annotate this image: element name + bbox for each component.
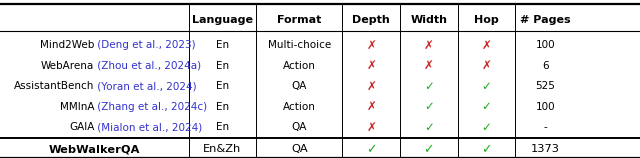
Text: QA: QA [291, 122, 307, 132]
Text: Width: Width [410, 15, 447, 25]
Text: ✓: ✓ [424, 121, 434, 134]
Text: En: En [216, 40, 229, 50]
Text: ✓: ✓ [424, 80, 434, 93]
Text: QA: QA [291, 81, 307, 91]
Text: ✗: ✗ [481, 39, 492, 52]
Text: (Mialon et al., 2024): (Mialon et al., 2024) [95, 122, 203, 132]
Text: ✗: ✗ [366, 59, 376, 72]
Text: (Deng et al., 2023): (Deng et al., 2023) [95, 40, 196, 50]
Text: Action: Action [283, 102, 316, 112]
Text: WebWalkerQA: WebWalkerQA [49, 144, 140, 154]
Text: Hop: Hop [474, 15, 499, 25]
Text: MMInA: MMInA [60, 102, 95, 112]
Text: Language: Language [192, 15, 253, 25]
Text: ✗: ✗ [366, 100, 376, 113]
Text: ✓: ✓ [366, 143, 376, 156]
Text: En: En [216, 122, 229, 132]
Text: Depth: Depth [353, 15, 390, 25]
Text: 100: 100 [536, 102, 556, 112]
Text: En: En [216, 102, 229, 112]
Text: ✗: ✗ [366, 121, 376, 134]
Text: GAIA: GAIA [69, 122, 95, 132]
Text: ✓: ✓ [481, 100, 492, 113]
Text: (Zhou et al., 2024a): (Zhou et al., 2024a) [95, 61, 202, 71]
Text: 100: 100 [536, 40, 556, 50]
Text: ✗: ✗ [366, 80, 376, 93]
Text: Mind2Web: Mind2Web [40, 40, 95, 50]
Text: ✗: ✗ [366, 39, 376, 52]
Text: ✗: ✗ [424, 59, 434, 72]
Text: (Zhang et al., 2024c): (Zhang et al., 2024c) [95, 102, 207, 112]
Text: ✗: ✗ [424, 39, 434, 52]
Text: Format: Format [277, 15, 321, 25]
Text: ✓: ✓ [481, 121, 492, 134]
Text: 6: 6 [542, 61, 549, 71]
Text: ✓: ✓ [424, 100, 434, 113]
Text: # Pages: # Pages [520, 15, 571, 25]
Text: En: En [216, 81, 229, 91]
Text: Action: Action [283, 61, 316, 71]
Text: AssistantBench: AssistantBench [14, 81, 95, 91]
Text: 525: 525 [536, 81, 556, 91]
Text: En: En [216, 61, 229, 71]
Text: Multi-choice: Multi-choice [268, 40, 331, 50]
Text: WebArena: WebArena [41, 61, 95, 71]
Text: ✗: ✗ [481, 59, 492, 72]
Text: QA: QA [291, 144, 307, 154]
Text: ✓: ✓ [424, 143, 434, 156]
Text: 1373: 1373 [531, 144, 560, 154]
Text: -: - [544, 122, 547, 132]
Text: (Yoran et al., 2024): (Yoran et al., 2024) [95, 81, 197, 91]
Text: ✓: ✓ [481, 80, 492, 93]
Text: En&Zh: En&Zh [204, 144, 241, 154]
Text: ✓: ✓ [481, 143, 492, 156]
